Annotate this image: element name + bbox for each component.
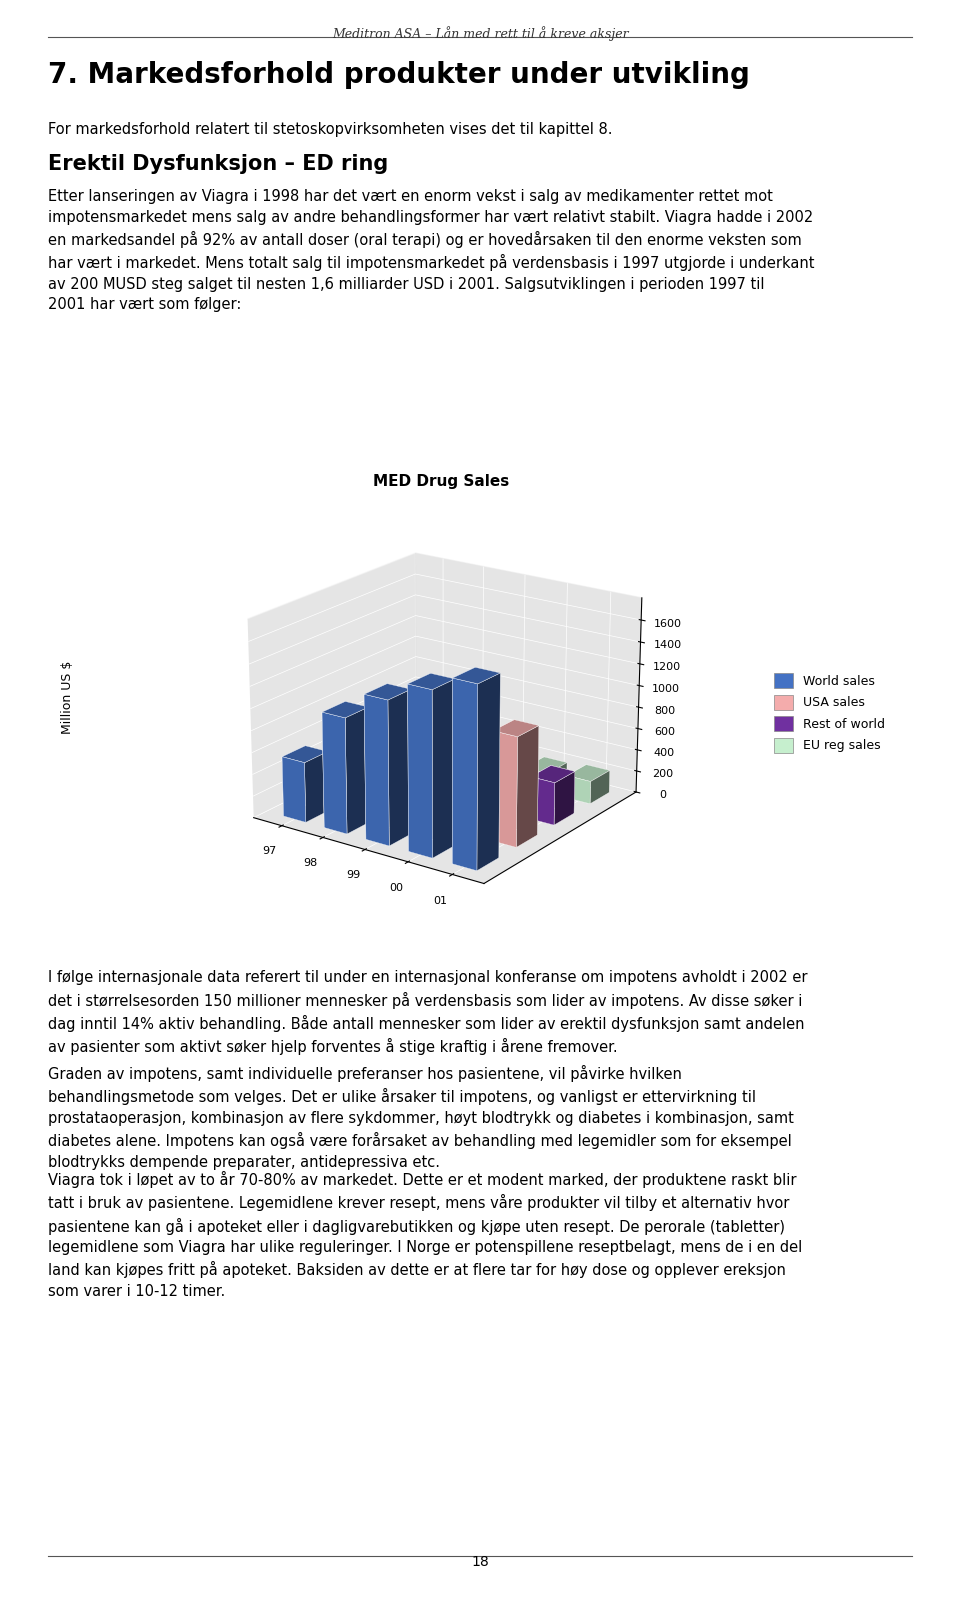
Text: Million US $: Million US $ [60,661,74,735]
Text: I følge internasjonale data referert til under en internasjonal konferanse om im: I følge internasjonale data referert til… [48,970,807,1055]
Text: Erektil Dysfunksjon – ED ring: Erektil Dysfunksjon – ED ring [48,154,388,173]
Text: Graden av impotens, samt individuelle preferanser hos pasientene, vil påvirke hv: Graden av impotens, samt individuelle pr… [48,1065,794,1169]
Text: Etter lanseringen av Viagra i 1998 har det vært en enorm vekst i salg av medikam: Etter lanseringen av Viagra i 1998 har d… [48,189,814,313]
Legend: World sales, USA sales, Rest of world, EU reg sales: World sales, USA sales, Rest of world, E… [769,667,890,757]
Text: 7. Markedsforhold produkter under utvikling: 7. Markedsforhold produkter under utvikl… [48,61,750,88]
Text: Meditron ASA – Lån med rett til å kreve aksjer: Meditron ASA – Lån med rett til å kreve … [332,26,628,40]
Title: MED Drug Sales: MED Drug Sales [373,475,510,489]
Text: Viagra tok i løpet av to år 70-80% av markedet. Dette er et modent marked, der p: Viagra tok i løpet av to år 70-80% av ma… [48,1171,803,1299]
Text: For markedsforhold relatert til stetoskopvirksomheten vises det til kapittel 8.: For markedsforhold relatert til stetosko… [48,122,612,136]
Text: 18: 18 [471,1554,489,1569]
